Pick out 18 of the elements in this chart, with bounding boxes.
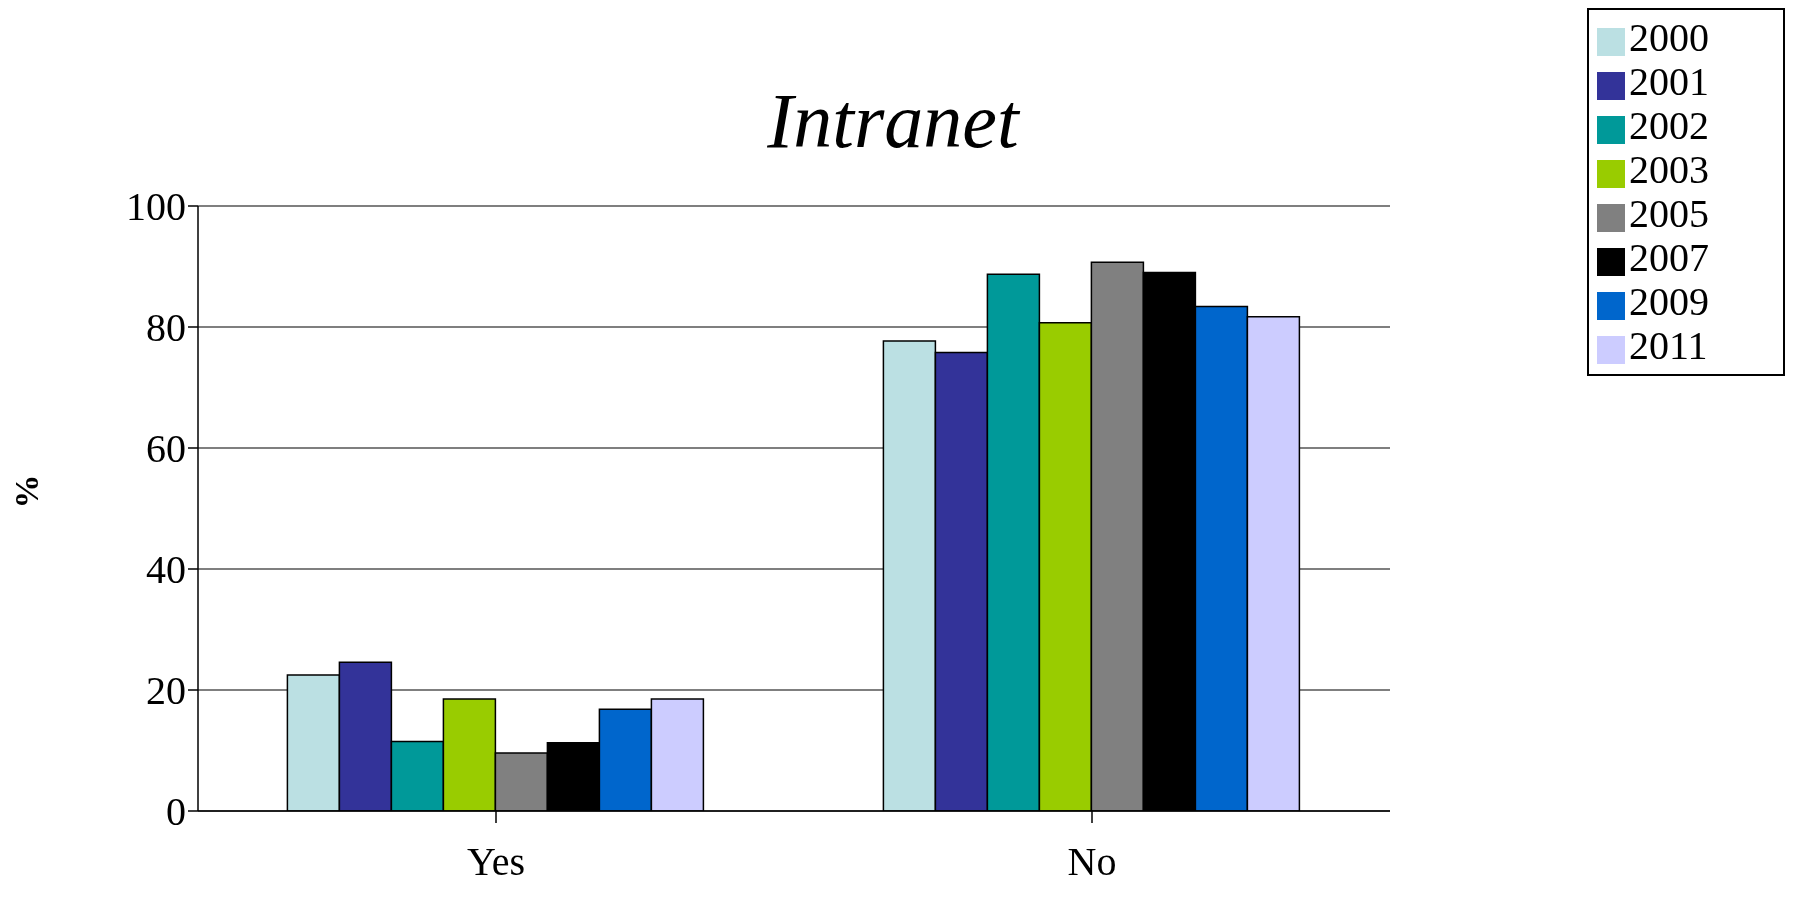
- y-tick-label: 40: [146, 547, 186, 593]
- legend-label: 2011: [1629, 323, 1708, 368]
- legend-label: 2005: [1629, 191, 1709, 236]
- legend-label: 2003: [1629, 147, 1709, 192]
- legend-label: 2009: [1629, 279, 1709, 324]
- x-tick-label: No: [1067, 839, 1117, 885]
- legend-label: 2001: [1629, 59, 1709, 104]
- legend-label: 2007: [1629, 235, 1709, 280]
- chart-title: Intranet: [766, 76, 1021, 166]
- y-axis-title: %: [8, 474, 46, 509]
- y-tick-label: 20: [146, 668, 186, 714]
- y-tick-label: 60: [146, 426, 186, 472]
- y-tick-label: 80: [146, 305, 186, 351]
- x-tick-label: Yes: [466, 839, 526, 885]
- legend-label: 2002: [1629, 103, 1709, 148]
- y-tick-label: 0: [166, 789, 186, 835]
- legend-label: 2000: [1629, 15, 1709, 60]
- y-tick-label: 100: [126, 184, 186, 230]
